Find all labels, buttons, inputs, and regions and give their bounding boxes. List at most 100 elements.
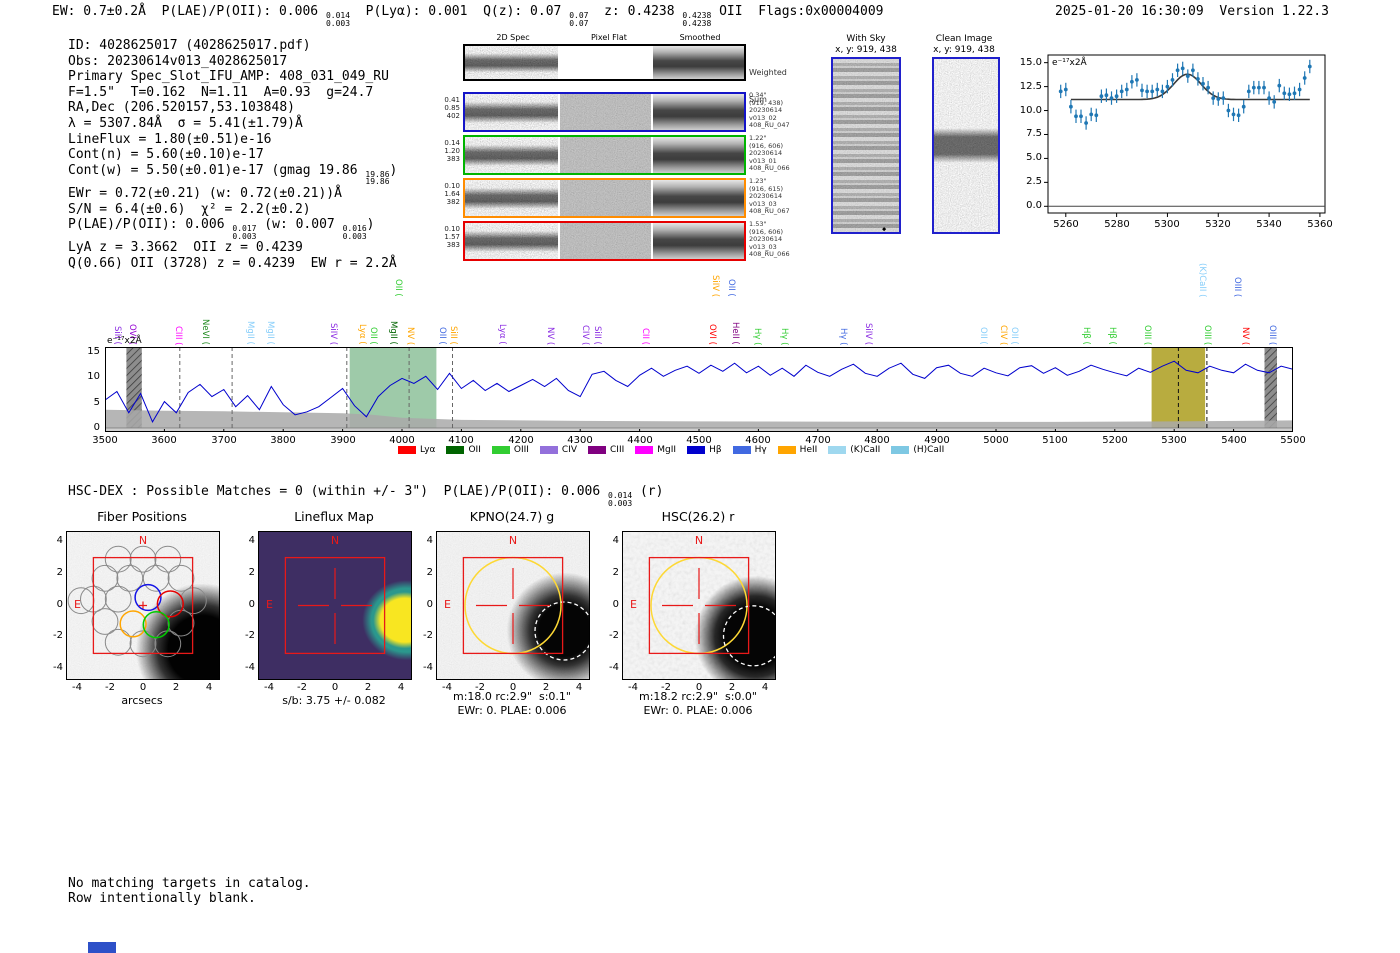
x-tick-label: 0 bbox=[509, 682, 517, 693]
fiber-cutout-row bbox=[463, 178, 746, 218]
y-tick-label: -2 bbox=[423, 630, 433, 641]
emission-line-label: CIV ( bbox=[998, 324, 1008, 345]
compass-north: N bbox=[330, 534, 340, 547]
selected-fiber-circle bbox=[134, 583, 162, 612]
fiber-circle bbox=[129, 545, 157, 573]
map-title-lineflux: Lineflux Map bbox=[294, 509, 374, 524]
y-tick-label: -2 bbox=[609, 630, 619, 641]
y-tick-label: 5 bbox=[93, 397, 100, 408]
hsc-r-image bbox=[623, 532, 775, 679]
cutout-smoothed-image bbox=[653, 180, 744, 216]
emission-line-label: (K)CaII ( bbox=[1197, 262, 1207, 297]
weighted-2dspec-image bbox=[465, 46, 558, 79]
hsc-overlay bbox=[648, 556, 775, 667]
x-tick-label: 4100 bbox=[448, 435, 474, 446]
legend-item: CIII bbox=[588, 445, 624, 455]
fiber-circle bbox=[116, 564, 144, 592]
info-line: F=1.5" T=0.162 N=1.11 A=0.93 g=24.7 bbox=[68, 85, 397, 101]
x-tick-label: 4400 bbox=[627, 435, 653, 446]
selected-fiber-circle bbox=[156, 590, 184, 618]
cutout-left-labels: 0.10 1.57 383 bbox=[444, 225, 460, 249]
extraction-box bbox=[284, 556, 386, 655]
spectrum-legend: Lyα OII OIII CIV CIII MgII Hβ Hγ HeII (K)CaII (H)C… bbox=[398, 445, 944, 455]
x-tick-label: 5000 bbox=[983, 435, 1009, 446]
y-tick-label: 0.0 bbox=[1026, 200, 1042, 211]
legend-label: (K)CaII bbox=[850, 445, 881, 455]
y-tick-label: -4 bbox=[609, 662, 619, 673]
legend-swatch bbox=[635, 446, 654, 454]
fiber-xlabel: arcsecs bbox=[121, 694, 163, 707]
emission-line-label: OIII ( bbox=[1142, 324, 1152, 345]
x-tick-label: 5500 bbox=[1280, 435, 1306, 446]
y-tick-label: 2 bbox=[612, 567, 619, 578]
withsky-image bbox=[831, 57, 901, 234]
emission-line-label: CIII ( bbox=[173, 325, 183, 345]
emission-line-label: SiIV ( bbox=[710, 274, 720, 297]
fiber-cutout-row bbox=[463, 135, 746, 175]
sup-sub-value: 0.014 0.003 bbox=[608, 491, 633, 508]
y-tick-label: 0 bbox=[56, 599, 63, 610]
x-tick-label: -4 bbox=[442, 682, 452, 693]
cutout-2dspec-image bbox=[465, 180, 558, 216]
cutout-left-labels: 0.14 1.20 383 bbox=[444, 139, 460, 163]
legend-item: Hβ bbox=[687, 445, 722, 455]
x-tick-label: 5200 bbox=[1102, 435, 1128, 446]
hatched-region bbox=[1264, 347, 1277, 432]
legend-swatch bbox=[732, 446, 751, 454]
cutout-left-labels: 0.10 1.64 382 bbox=[444, 182, 460, 206]
emission-line-label: SiII ( bbox=[448, 326, 458, 345]
emission-line-label: HeII ( bbox=[730, 322, 740, 345]
kpno-overlay bbox=[462, 556, 589, 661]
fiber-circle bbox=[129, 630, 157, 658]
emission-line-label: OII ( bbox=[393, 279, 403, 297]
emission-line-label: Hγ ( bbox=[752, 327, 762, 345]
x-tick-label: 3700 bbox=[211, 435, 237, 446]
info-line: S/N = 6.4(±0.6) χ² = 2.2(±0.2) bbox=[68, 202, 397, 218]
emission-line-label: Hγ ( bbox=[838, 327, 848, 345]
lineflux-overlay bbox=[284, 556, 386, 655]
extraction-box bbox=[462, 556, 564, 655]
line-fit-svg bbox=[1044, 54, 1326, 217]
compass-east: E bbox=[630, 598, 637, 611]
weighted-pixelflat-image bbox=[560, 46, 651, 79]
x-tick-label: 5320 bbox=[1205, 219, 1231, 230]
emission-line-label: MgII ( bbox=[265, 321, 275, 345]
cutout-pixelflat-image bbox=[560, 137, 651, 173]
text-segment: HSC-DEX : Possible Matches = 0 (within +… bbox=[68, 484, 609, 499]
line-fit-plot: 0.0 2.5 5.0 7.5 10.0 12.5 15.0 5260 5280 5300 5320… bbox=[1008, 47, 1348, 237]
neighbor-circle bbox=[722, 605, 775, 667]
emission-line-label: Hβ ( bbox=[1107, 327, 1117, 345]
emission-line-label: OII ( bbox=[437, 327, 447, 345]
crosshair bbox=[298, 568, 372, 644]
info-line: Cont(n) = 5.60(±0.10)e-17 bbox=[68, 147, 397, 163]
kpno-g-plot: N E 4 -4 2 -2 0 0 -2 2 -4 4 bbox=[423, 531, 590, 693]
sup-sub-value: 0.017 0.003 bbox=[232, 224, 257, 241]
legend-item: OIII bbox=[491, 445, 529, 455]
y-tick-label: -4 bbox=[423, 662, 433, 673]
x-tick-label: -2 bbox=[661, 682, 671, 693]
text-segment: (w: 0.007 bbox=[256, 217, 343, 233]
x-tick-label: 2 bbox=[542, 682, 550, 693]
map-title-fiber: Fiber Positions bbox=[97, 509, 187, 524]
x-tick-label: 2 bbox=[172, 682, 180, 693]
y-tick-label: 2 bbox=[56, 567, 63, 578]
emission-line-label: Lyα ( bbox=[497, 324, 507, 345]
crosshair bbox=[662, 568, 736, 644]
y-tick-label: 15 bbox=[87, 346, 100, 357]
lineflux-map-image bbox=[259, 532, 411, 679]
text-segment: LyA z = 3.3662 OII z = 0.4239 bbox=[68, 240, 303, 256]
legend-item: Lyα bbox=[398, 445, 435, 455]
x-tick-label: -4 bbox=[628, 682, 638, 693]
info-line: EWr = 0.72(±0.21) (w: 0.72(±0.21))Å bbox=[68, 186, 397, 202]
info-line: Obs: 20230614v013_4028625017 bbox=[68, 54, 397, 70]
y-tick-label: 4 bbox=[426, 535, 433, 546]
cutout-pixelflat-image bbox=[560, 180, 651, 216]
legend-item: (K)CaII bbox=[828, 445, 880, 455]
extraction-box bbox=[92, 556, 194, 655]
emission-line-label: SiII ( bbox=[112, 326, 122, 345]
text-segment: Primary Spec_Slot_IFU_AMP: 408_031_049_R… bbox=[68, 69, 389, 85]
header-stats: EW: 0.7±0.2Å P(LAE)/P(OII): 0.006 0.014 0… bbox=[52, 4, 883, 27]
hsc-r-plot: N E 4 -4 2 -2 0 0 -2 2 -4 4 bbox=[609, 531, 776, 693]
compass-east: E bbox=[444, 598, 451, 611]
legend-swatch bbox=[539, 446, 558, 454]
